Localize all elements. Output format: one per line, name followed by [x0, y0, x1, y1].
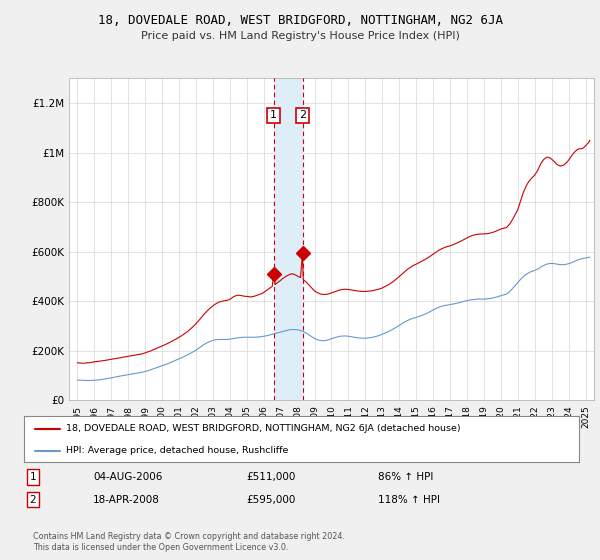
Text: 2: 2 — [29, 494, 37, 505]
Text: 86% ↑ HPI: 86% ↑ HPI — [378, 472, 433, 482]
Bar — [274, 78, 302, 400]
Text: £511,000: £511,000 — [246, 472, 295, 482]
Text: 18-APR-2008: 18-APR-2008 — [93, 494, 160, 505]
Text: Contains HM Land Registry data © Crown copyright and database right 2024.: Contains HM Land Registry data © Crown c… — [33, 532, 345, 541]
Text: Price paid vs. HM Land Registry's House Price Index (HPI): Price paid vs. HM Land Registry's House … — [140, 31, 460, 41]
Text: 18, DOVEDALE ROAD, WEST BRIDGFORD, NOTTINGHAM, NG2 6JA: 18, DOVEDALE ROAD, WEST BRIDGFORD, NOTTI… — [97, 14, 503, 27]
Text: 1: 1 — [29, 472, 37, 482]
Text: £595,000: £595,000 — [246, 494, 295, 505]
Text: 1: 1 — [270, 110, 277, 120]
Text: 18, DOVEDALE ROAD, WEST BRIDGFORD, NOTTINGHAM, NG2 6JA (detached house): 18, DOVEDALE ROAD, WEST BRIDGFORD, NOTTI… — [65, 424, 460, 433]
Text: This data is licensed under the Open Government Licence v3.0.: This data is licensed under the Open Gov… — [33, 543, 289, 552]
Text: 2: 2 — [299, 110, 306, 120]
Text: 04-AUG-2006: 04-AUG-2006 — [93, 472, 163, 482]
Text: HPI: Average price, detached house, Rushcliffe: HPI: Average price, detached house, Rush… — [65, 446, 288, 455]
Text: 118% ↑ HPI: 118% ↑ HPI — [378, 494, 440, 505]
